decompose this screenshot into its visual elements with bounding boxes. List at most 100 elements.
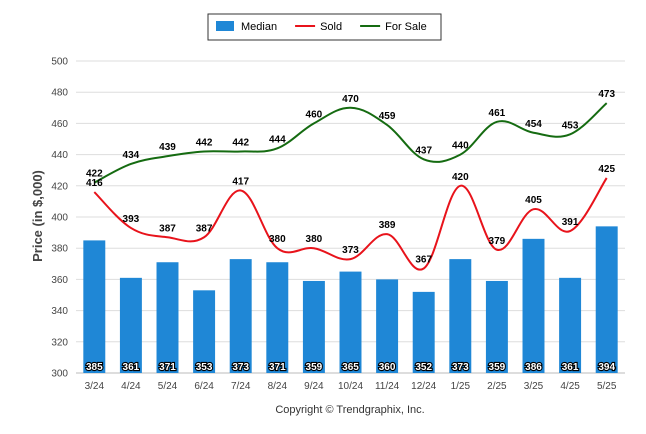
- y-tick-label: 300: [51, 369, 68, 380]
- for-sale-data-label: 461: [489, 108, 506, 119]
- median-bar-label: 373: [232, 362, 249, 373]
- x-tick-label: 8/24: [268, 381, 288, 392]
- median-bar-label: 385: [86, 362, 103, 373]
- for-sale-data-label: 440: [452, 141, 469, 152]
- sold-data-label: 373: [342, 245, 359, 256]
- series-lines: [93, 102, 608, 271]
- median-legend-swatch: [216, 21, 234, 31]
- median-bar-label: 360: [379, 362, 396, 373]
- sold-line: [93, 177, 608, 271]
- median-bar: [522, 238, 545, 373]
- line-data-labels: 416 393 387 387 417 380 380 373 389 367 420 379 405 3…: [86, 89, 616, 265]
- median-bar: [83, 240, 106, 373]
- x-tick-label: 3/24: [85, 381, 105, 392]
- for-sale-data-label: 439: [159, 142, 176, 153]
- median-bar-label: 352: [415, 362, 432, 373]
- median-bar-label: 394: [598, 362, 615, 373]
- median-bar: [119, 277, 142, 373]
- y-tick-label: 420: [51, 181, 68, 192]
- x-tick-label: 5/25: [597, 381, 617, 392]
- for-sale-data-label: 453: [562, 120, 579, 131]
- median-bar: [376, 279, 399, 373]
- median-bar-label: 361: [562, 362, 579, 373]
- x-tick-label: 12/24: [411, 381, 436, 392]
- median-bar-labels: 385 361 371 353 373 371 359 365 360 352 373 359 386 3…: [85, 361, 617, 374]
- y-tick-label: 480: [51, 88, 68, 99]
- for-sale-data-label: 460: [306, 109, 323, 120]
- median-bars: [83, 226, 618, 373]
- sold-data-label: 379: [489, 236, 506, 247]
- for-sale-data-label: 437: [415, 145, 432, 156]
- legend: Median Sold For Sale: [207, 13, 442, 41]
- x-tick-label: 4/24: [121, 381, 141, 392]
- median-bar-label: 365: [342, 362, 359, 373]
- median-bar-label: 353: [196, 362, 213, 373]
- median-bar: [266, 262, 289, 373]
- median-bar-label: 371: [269, 362, 286, 373]
- median-bar-label: 371: [159, 362, 176, 373]
- median-bar-label: 359: [489, 362, 506, 373]
- y-tick-label: 500: [51, 57, 68, 68]
- sold-data-label: 367: [415, 254, 432, 265]
- median-bar: [193, 290, 216, 373]
- y-tick-label: 320: [51, 337, 68, 348]
- median-bar: [595, 226, 618, 373]
- sold-data-label: 389: [379, 220, 396, 231]
- y-axis-label: Price (in $,000): [30, 170, 45, 262]
- y-tick-label: 360: [51, 275, 68, 286]
- for-sale-data-label: 442: [232, 137, 249, 148]
- median-bar-label: 373: [452, 362, 469, 373]
- x-tick-label: 9/24: [304, 381, 324, 392]
- for-sale-data-label: 442: [196, 137, 213, 148]
- median-bar: [449, 259, 472, 373]
- median-bar: [229, 259, 252, 373]
- sold-data-label: 416: [86, 178, 103, 189]
- y-axis-ticks: 300 320 340 360 380 400 420 440 460 480 500: [51, 57, 68, 380]
- for-sale-legend-label: For Sale: [385, 21, 427, 33]
- x-tick-label: 5/24: [158, 381, 178, 392]
- legend-box: [207, 13, 442, 41]
- sold-data-label: 380: [269, 234, 286, 245]
- for-sale-data-label: 444: [269, 134, 286, 145]
- sold-data-label: 387: [159, 223, 176, 234]
- for-sale-data-label: 470: [342, 94, 359, 105]
- sold-data-label: 393: [123, 214, 140, 225]
- x-tick-label: 2/25: [487, 381, 507, 392]
- for-sale-data-label: 454: [525, 119, 542, 130]
- x-tick-label: 11/24: [375, 381, 400, 392]
- copyright-footer: Copyright © Trendgraphix, Inc.: [275, 404, 424, 416]
- sold-legend-label: Sold: [320, 21, 342, 33]
- sold-data-label: 380: [306, 234, 323, 245]
- sold-data-label: 417: [232, 176, 249, 187]
- x-tick-label: 4/25: [560, 381, 580, 392]
- sold-data-label: 405: [525, 195, 542, 206]
- sold-data-label: 425: [598, 164, 615, 175]
- for-sale-data-label: 422: [86, 169, 103, 180]
- x-tick-label: 1/25: [451, 381, 471, 392]
- median-bar: [302, 280, 325, 373]
- median-bar: [339, 271, 362, 373]
- for-sale-data-label: 473: [598, 89, 615, 100]
- median-legend-label: Median: [241, 21, 277, 33]
- median-bar: [485, 280, 508, 373]
- median-bar-label: 359: [306, 362, 323, 373]
- for-sale-line: [93, 102, 608, 184]
- median-bar-label: 386: [525, 362, 542, 373]
- median-bar: [412, 291, 435, 373]
- sold-data-label: 387: [196, 223, 213, 234]
- y-tick-label: 400: [51, 213, 68, 224]
- x-axis-ticks: 3/24 4/24 5/24 6/24 7/24 8/24 9/24 10/24 11/24 12…: [85, 381, 617, 392]
- median-bar: [156, 262, 179, 373]
- y-tick-label: 380: [51, 244, 68, 255]
- x-tick-label: 3/25: [524, 381, 544, 392]
- y-tick-label: 340: [51, 306, 68, 317]
- sold-data-label: 420: [452, 172, 469, 183]
- x-tick-label: 6/24: [194, 381, 214, 392]
- sold-data-label: 391: [562, 217, 579, 228]
- x-tick-label: 10/24: [338, 381, 363, 392]
- x-tick-label: 7/24: [231, 381, 251, 392]
- y-tick-label: 460: [51, 119, 68, 130]
- median-bar-label: 361: [123, 362, 140, 373]
- y-tick-label: 440: [51, 150, 68, 161]
